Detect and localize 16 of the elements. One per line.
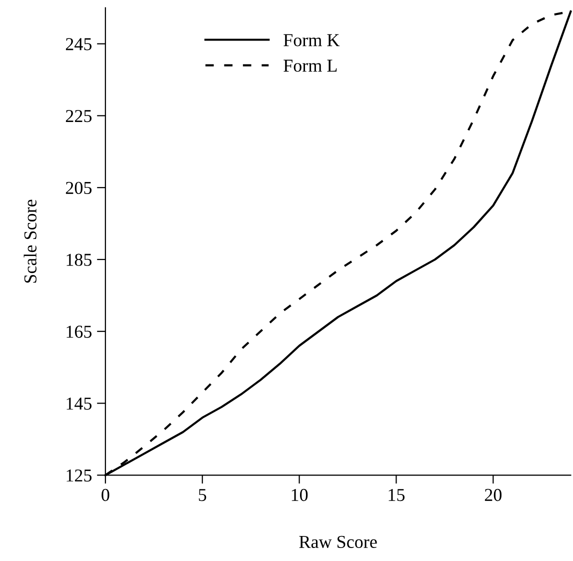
y-tick-label: 185 xyxy=(66,254,92,266)
x-axis-title: Raw Score xyxy=(299,536,377,548)
y-tick-label: 125 xyxy=(66,469,92,482)
x-tick-label: 10 xyxy=(292,488,308,502)
x-tick-label: 15 xyxy=(388,488,405,502)
x-tick-label: 5 xyxy=(198,489,206,502)
legend-label: Form L xyxy=(284,60,337,72)
y-tick-label: 145 xyxy=(66,398,92,410)
y-tick-label: 205 xyxy=(66,182,92,194)
y-tick-label: 165 xyxy=(66,326,92,338)
y-tick-label: 245 xyxy=(66,38,92,50)
y-axis-title: Scale Score xyxy=(24,200,36,283)
y-tick-label: 225 xyxy=(66,110,92,122)
x-tick-label: 20 xyxy=(484,488,502,502)
x-tick-label: 0 xyxy=(102,488,110,502)
legend-label: Form K xyxy=(284,34,340,46)
